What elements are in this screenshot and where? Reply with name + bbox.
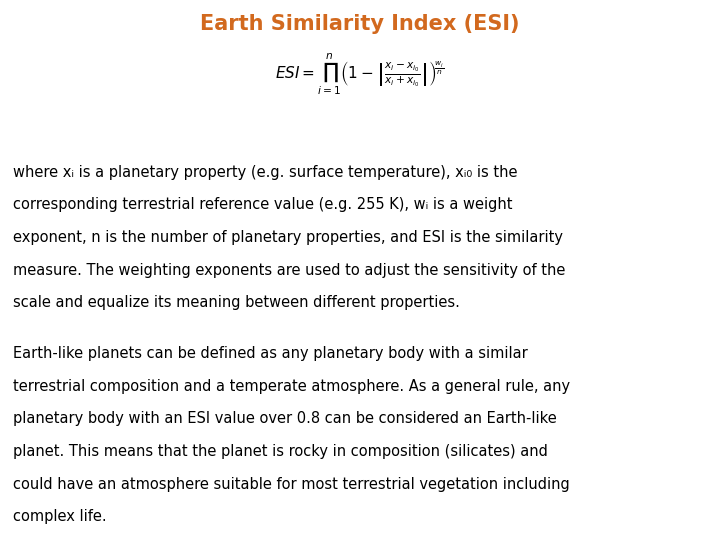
Text: exponent, n is the number of planetary properties, and ESI is the similarity: exponent, n is the number of planetary p… bbox=[13, 230, 563, 245]
Text: Earth Similarity Index (ESI): Earth Similarity Index (ESI) bbox=[200, 14, 520, 33]
Text: $ESI = \prod_{i=1}^{n}\left(1 - \left|\frac{x_i - x_{i_0}}{x_i + x_{i_0}}\right|: $ESI = \prod_{i=1}^{n}\left(1 - \left|\f… bbox=[276, 51, 444, 97]
Text: corresponding terrestrial reference value (e.g. 255 K), wᵢ is a weight: corresponding terrestrial reference valu… bbox=[13, 197, 513, 212]
Text: Earth-like planets can be defined as any planetary body with a similar: Earth-like planets can be defined as any… bbox=[13, 346, 528, 361]
Text: terrestrial composition and a temperate atmosphere. As a general rule, any: terrestrial composition and a temperate … bbox=[13, 379, 570, 394]
Text: where xᵢ is a planetary property (e.g. surface temperature), xᵢ₀ is the: where xᵢ is a planetary property (e.g. s… bbox=[13, 165, 518, 180]
Text: planetary body with an ESI value over 0.8 can be considered an Earth-like: planetary body with an ESI value over 0.… bbox=[13, 411, 557, 427]
Text: planet. This means that the planet is rocky in composition (silicates) and: planet. This means that the planet is ro… bbox=[13, 444, 548, 459]
Text: complex life.: complex life. bbox=[13, 509, 107, 524]
Text: scale and equalize its meaning between different properties.: scale and equalize its meaning between d… bbox=[13, 295, 460, 310]
Text: could have an atmosphere suitable for most terrestrial vegetation including: could have an atmosphere suitable for mo… bbox=[13, 477, 570, 492]
Text: measure. The weighting exponents are used to adjust the sensitivity of the: measure. The weighting exponents are use… bbox=[13, 263, 565, 278]
